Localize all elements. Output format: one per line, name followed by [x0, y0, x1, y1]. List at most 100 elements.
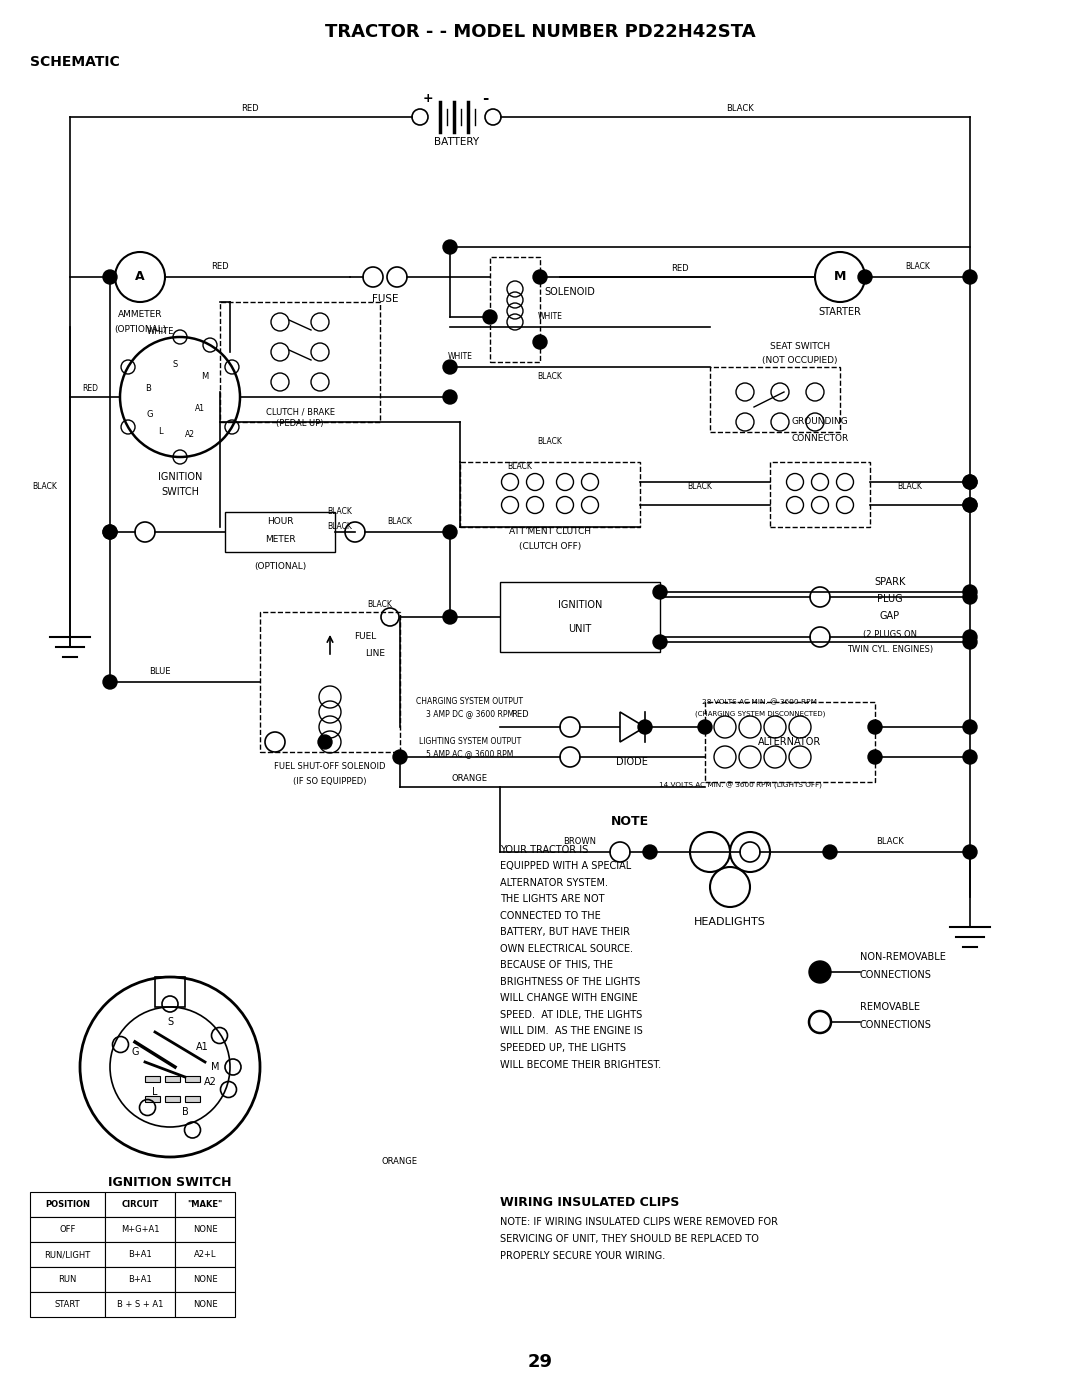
Text: NOTE: NOTE — [611, 816, 649, 828]
Bar — [30, 1192, 105, 1217]
Circle shape — [443, 360, 457, 374]
Text: BLACK: BLACK — [876, 837, 904, 847]
Text: NON-REMOVABLE: NON-REMOVABLE — [860, 951, 946, 963]
Bar — [30, 1217, 105, 1242]
Text: BLACK: BLACK — [726, 105, 754, 113]
Circle shape — [443, 525, 457, 539]
Circle shape — [963, 270, 977, 284]
Bar — [460, 462, 640, 527]
Circle shape — [393, 750, 407, 764]
Bar — [145, 1097, 160, 1102]
Text: A2: A2 — [185, 430, 195, 440]
Circle shape — [103, 525, 117, 539]
Text: 5 AMP AC @ 3600 RPM: 5 AMP AC @ 3600 RPM — [427, 750, 514, 759]
Text: RUN/LIGHT: RUN/LIGHT — [44, 1250, 91, 1259]
Text: (OPTIONAL): (OPTIONAL) — [254, 563, 306, 571]
Circle shape — [963, 630, 977, 644]
Text: LINE: LINE — [365, 650, 384, 658]
Circle shape — [963, 585, 977, 599]
Text: "MAKE": "MAKE" — [187, 1200, 222, 1208]
Text: YOUR TRACTOR IS: YOUR TRACTOR IS — [500, 845, 589, 855]
Text: 3 AMP DC @ 3600 RPM: 3 AMP DC @ 3600 RPM — [426, 710, 514, 718]
Circle shape — [653, 636, 667, 650]
Bar — [225, 511, 335, 552]
Bar — [490, 257, 540, 362]
Circle shape — [963, 750, 977, 764]
Text: THE LIGHTS ARE NOT: THE LIGHTS ARE NOT — [500, 894, 605, 904]
Text: B: B — [145, 384, 151, 394]
Text: NONE: NONE — [192, 1225, 217, 1234]
Circle shape — [963, 497, 977, 511]
Text: TRACTOR - - MODEL NUMBER PD22H42STA: TRACTOR - - MODEL NUMBER PD22H42STA — [325, 22, 755, 41]
Bar — [105, 1242, 175, 1267]
Text: CONNECTED TO THE: CONNECTED TO THE — [500, 911, 600, 921]
Circle shape — [534, 335, 546, 349]
Bar — [175, 1267, 235, 1292]
Text: PLUG: PLUG — [877, 594, 903, 604]
Text: WILL DIM.  AS THE ENGINE IS: WILL DIM. AS THE ENGINE IS — [500, 1027, 643, 1037]
Text: BROWN: BROWN — [564, 837, 596, 847]
Circle shape — [103, 270, 117, 284]
Text: -: - — [482, 91, 488, 106]
Text: DIODE: DIODE — [616, 757, 648, 767]
Circle shape — [809, 961, 831, 983]
Text: CONNECTOR: CONNECTOR — [792, 434, 849, 443]
Text: BATTERY, BUT HAVE THEIR: BATTERY, BUT HAVE THEIR — [500, 928, 630, 937]
Text: (NOT OCCUPIED): (NOT OCCUPIED) — [762, 356, 838, 366]
Circle shape — [858, 270, 872, 284]
Text: B: B — [181, 1106, 188, 1118]
Bar — [185, 1097, 200, 1102]
Text: A1: A1 — [195, 1042, 208, 1052]
Text: 29: 29 — [527, 1354, 553, 1370]
Text: CHARGING SYSTEM OUTPUT: CHARGING SYSTEM OUTPUT — [417, 697, 524, 707]
Text: NOTE: IF WIRING INSULATED CLIPS WERE REMOVED FOR: NOTE: IF WIRING INSULATED CLIPS WERE REM… — [500, 1217, 778, 1227]
Circle shape — [963, 475, 977, 489]
Text: LIGHTING SYSTEM OUTPUT: LIGHTING SYSTEM OUTPUT — [419, 738, 522, 746]
Text: BLACK: BLACK — [508, 462, 532, 472]
Text: A: A — [135, 271, 145, 284]
Text: BRIGHTNESS OF THE LIGHTS: BRIGHTNESS OF THE LIGHTS — [500, 977, 640, 988]
Text: WILL BECOME THEIR BRIGHTEST.: WILL BECOME THEIR BRIGHTEST. — [500, 1059, 661, 1070]
Text: EQUIPPED WITH A SPECIAL: EQUIPPED WITH A SPECIAL — [500, 862, 631, 872]
Bar — [710, 367, 840, 432]
Text: BLACK: BLACK — [327, 507, 352, 517]
Circle shape — [318, 735, 332, 749]
Bar — [145, 1076, 160, 1083]
Bar — [156, 977, 185, 1007]
Text: FUEL SHUT-OFF SOLENOID: FUEL SHUT-OFF SOLENOID — [274, 763, 386, 771]
Text: ORANGE: ORANGE — [382, 1158, 418, 1166]
Text: L: L — [158, 427, 162, 436]
Text: WHITE: WHITE — [538, 313, 563, 321]
Bar — [175, 1292, 235, 1317]
Text: NONE: NONE — [192, 1275, 217, 1284]
Text: BLACK: BLACK — [388, 517, 413, 527]
Text: BATTERY: BATTERY — [434, 137, 480, 147]
Circle shape — [963, 845, 977, 859]
Text: NONE: NONE — [192, 1301, 217, 1309]
Text: A2+L: A2+L — [193, 1250, 216, 1259]
Circle shape — [483, 310, 497, 324]
Text: A1: A1 — [195, 405, 205, 414]
Text: WIRING INSULATED CLIPS: WIRING INSULATED CLIPS — [500, 1196, 679, 1208]
Text: CONNECTIONS: CONNECTIONS — [860, 1020, 932, 1030]
Text: ALTERNATOR: ALTERNATOR — [758, 738, 822, 747]
Bar — [185, 1076, 200, 1083]
Text: L: L — [152, 1087, 158, 1097]
Text: B + S + A1: B + S + A1 — [117, 1301, 163, 1309]
Text: SWITCH: SWITCH — [161, 488, 199, 497]
Text: M: M — [211, 1062, 219, 1071]
Bar — [30, 1292, 105, 1317]
Text: RED: RED — [82, 384, 98, 394]
Circle shape — [963, 590, 977, 604]
Text: ORANGE: ORANGE — [453, 774, 488, 784]
Text: +: + — [422, 92, 433, 106]
Circle shape — [653, 585, 667, 599]
Circle shape — [698, 719, 712, 733]
Text: OFF: OFF — [59, 1225, 76, 1234]
Text: M+G+A1: M+G+A1 — [121, 1225, 159, 1234]
Text: SEAT SWITCH: SEAT SWITCH — [770, 342, 831, 352]
Circle shape — [963, 475, 977, 489]
Circle shape — [868, 750, 882, 764]
Text: BLACK: BLACK — [32, 482, 57, 492]
Bar — [770, 462, 870, 527]
